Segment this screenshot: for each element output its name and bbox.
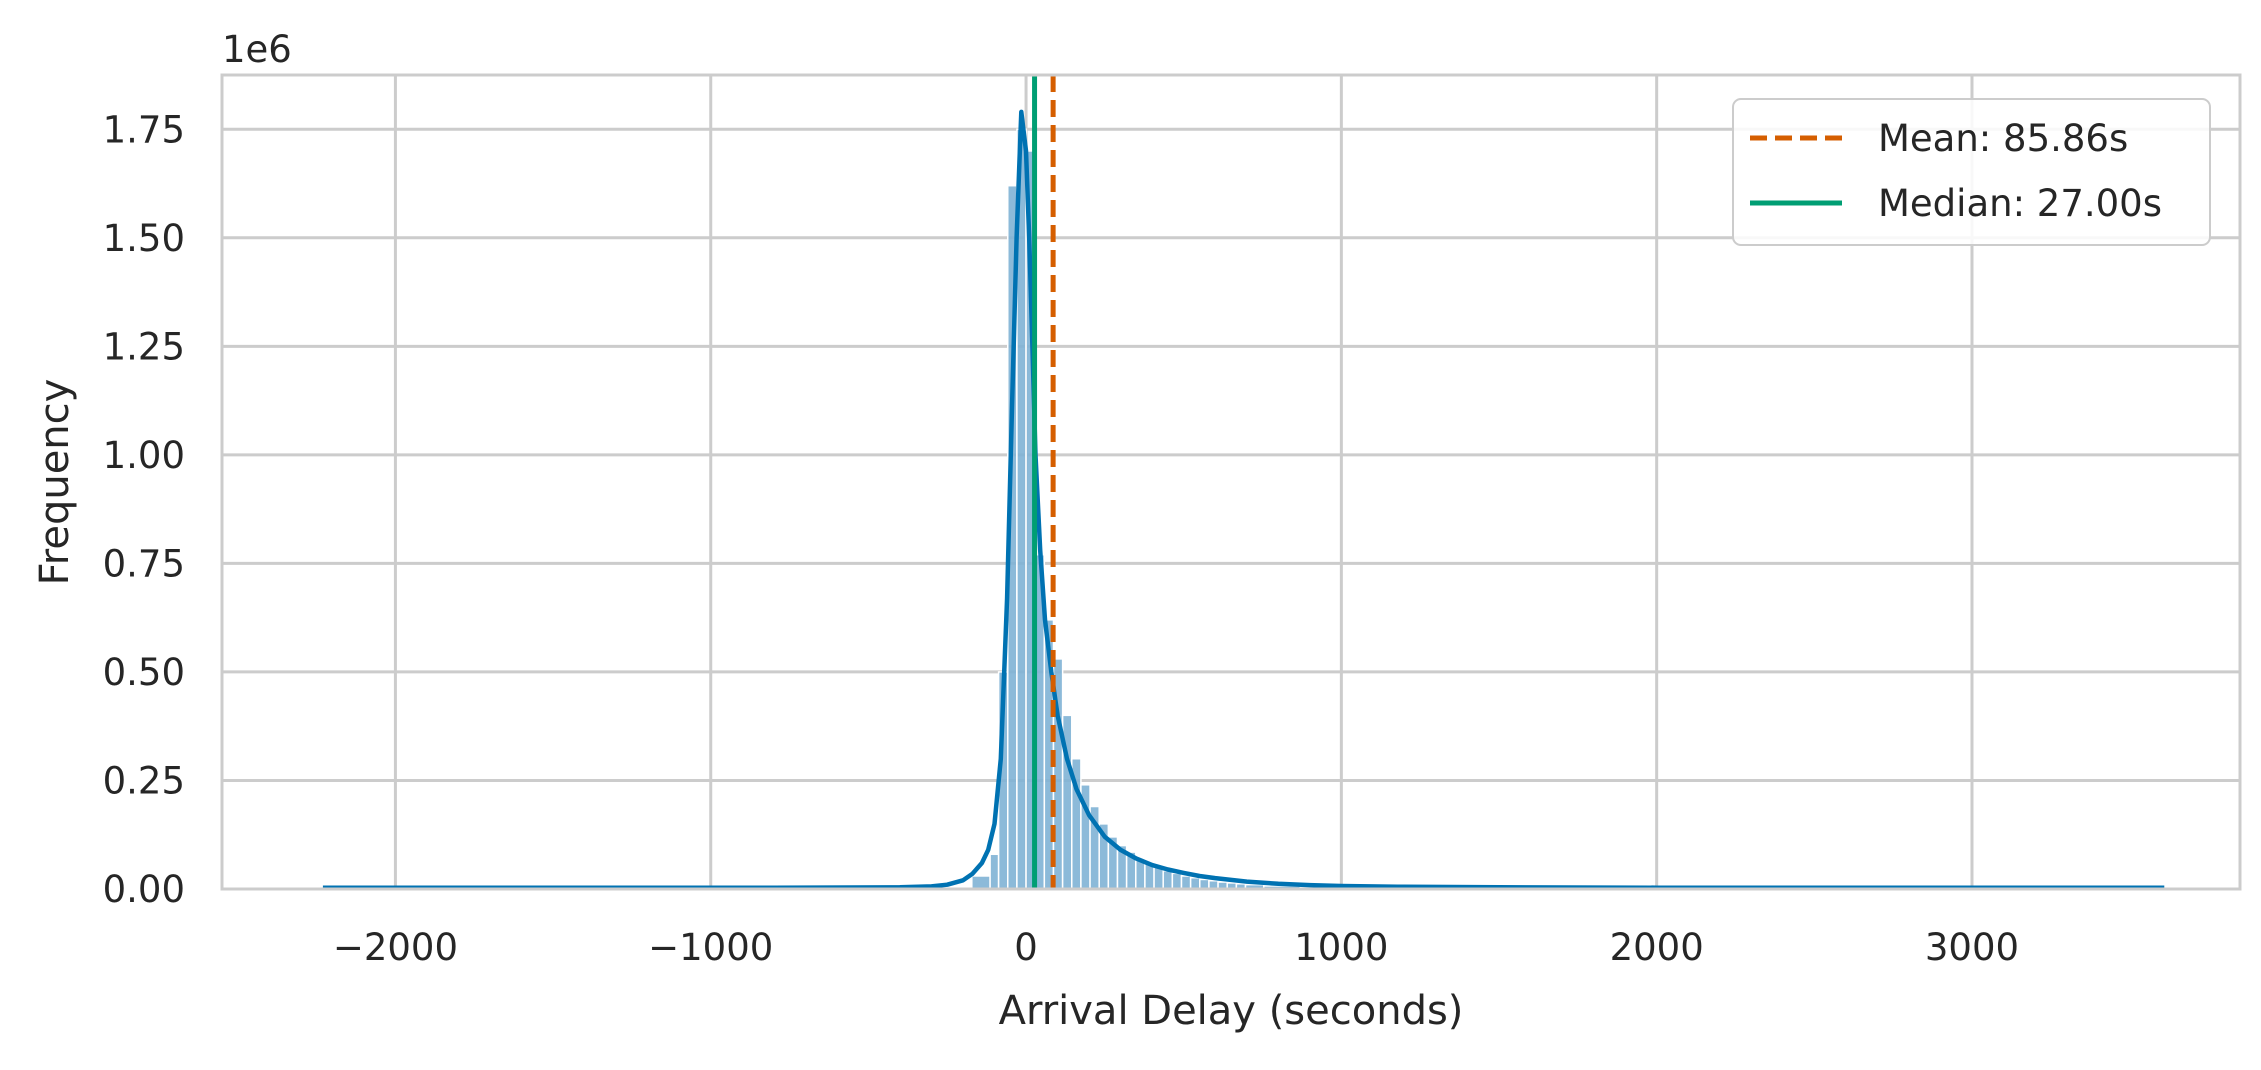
x-tick-label: −1000 xyxy=(648,926,773,969)
histogram-bar xyxy=(971,875,991,890)
legend: Mean: 85.86s Median: 27.00s xyxy=(1732,98,2211,246)
histogram-bars xyxy=(952,128,1374,890)
x-tick-label: 1000 xyxy=(1294,926,1388,969)
legend-mean-label: Mean: 85.86s xyxy=(1878,117,2128,160)
histogram-bar xyxy=(1153,866,1164,890)
legend-box xyxy=(1732,98,2211,246)
legend-median-label: Median: 27.00s xyxy=(1878,182,2162,225)
y-tick-label: 0.00 xyxy=(103,868,185,911)
y-tick-label: 0.50 xyxy=(103,651,185,694)
x-tick-label: 2000 xyxy=(1610,926,1704,969)
tick-labels: −2000 −1000 0 1000 2000 3000 0.00 0.25 0.50 0.75 1… xyxy=(103,108,2019,969)
y-tick-label: 0.25 xyxy=(103,759,185,802)
reference-lines xyxy=(1032,75,1056,889)
histogram-bar xyxy=(1171,872,1183,890)
y-axis-label: Frequency xyxy=(32,379,78,586)
y-tick-label: 0.75 xyxy=(103,542,185,585)
x-tick-label: −2000 xyxy=(333,926,458,969)
y-tick-label: 1.75 xyxy=(103,108,185,151)
y-tick-label: 1.50 xyxy=(103,217,185,260)
kde-curve xyxy=(322,109,2165,890)
histogram-bar xyxy=(1162,870,1174,890)
y-offset-label: 1e6 xyxy=(222,28,292,71)
histogram-bar xyxy=(1180,875,1192,890)
x-tick-label: 3000 xyxy=(1925,926,2019,969)
y-tick-label: 1.25 xyxy=(103,325,185,368)
plot-frame xyxy=(220,73,2242,891)
histogram-bar xyxy=(1189,876,1201,890)
histogram-bar xyxy=(989,853,1000,890)
kde-layer xyxy=(322,109,2165,890)
x-axis-label: Arrival Delay (seconds) xyxy=(999,988,1464,1034)
x-tick-label: 0 xyxy=(1014,926,1038,969)
y-tick-label: 1.00 xyxy=(103,434,185,477)
